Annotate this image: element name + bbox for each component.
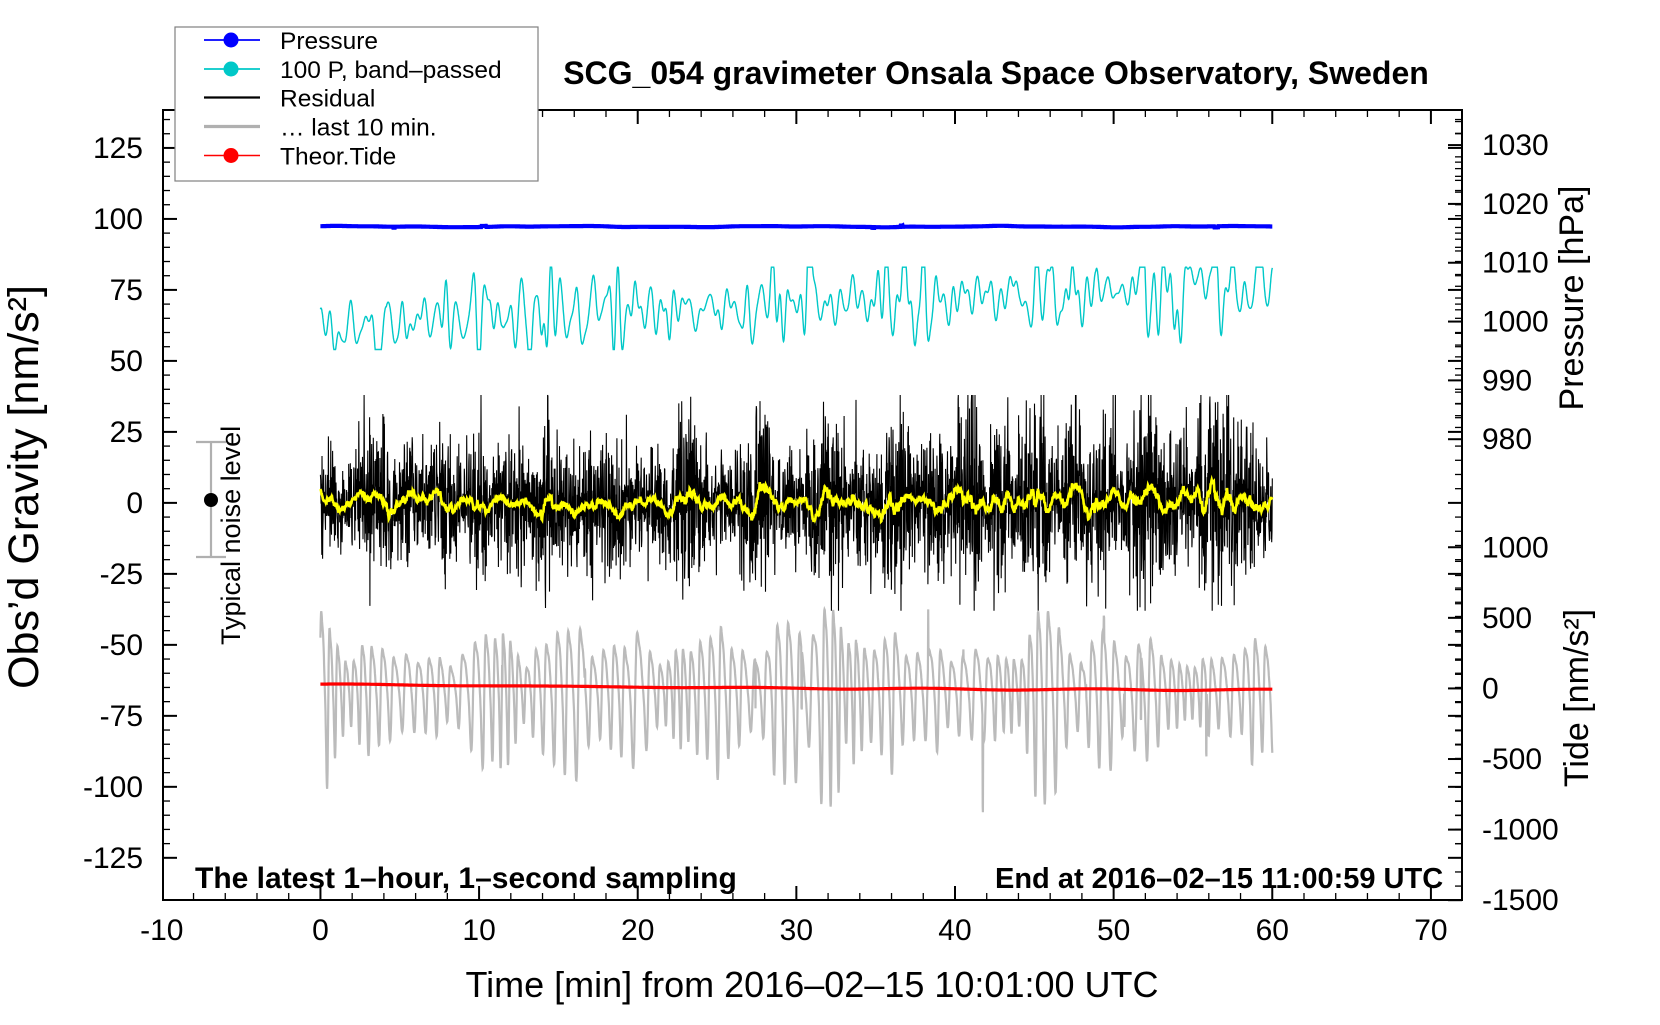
svg-text:0: 0 bbox=[126, 487, 143, 520]
svg-text:Pressure [hPa]: Pressure [hPa] bbox=[1553, 186, 1591, 411]
svg-text:… last 10 min.: … last 10 min. bbox=[280, 115, 437, 142]
svg-text:-1500: -1500 bbox=[1482, 884, 1559, 917]
svg-text:1000: 1000 bbox=[1482, 306, 1549, 339]
svg-text:75: 75 bbox=[110, 274, 143, 307]
svg-text:40: 40 bbox=[938, 914, 971, 947]
svg-text:25: 25 bbox=[110, 416, 143, 449]
svg-text:Typical noise level: Typical noise level bbox=[216, 426, 246, 645]
svg-text:Tide [nm/s²]: Tide [nm/s²] bbox=[1558, 609, 1596, 787]
svg-text:0: 0 bbox=[1482, 672, 1499, 705]
svg-text:100 P, band–passed: 100 P, band–passed bbox=[280, 57, 502, 84]
svg-text:30: 30 bbox=[780, 914, 813, 947]
svg-text:70: 70 bbox=[1414, 914, 1447, 947]
svg-text:Time [min] from 2016–02–15 10:: Time [min] from 2016–02–15 10:01:00 UTC bbox=[465, 964, 1158, 1005]
svg-text:-125: -125 bbox=[83, 842, 143, 875]
svg-text:10: 10 bbox=[462, 914, 495, 947]
svg-text:20: 20 bbox=[621, 914, 654, 947]
svg-text:-25: -25 bbox=[100, 558, 143, 591]
svg-text:980: 980 bbox=[1482, 423, 1532, 456]
svg-text:SCG_054 gravimeter Onsala Spac: SCG_054 gravimeter Onsala Space Observat… bbox=[563, 55, 1429, 91]
svg-text:50: 50 bbox=[1097, 914, 1130, 947]
svg-text:Residual: Residual bbox=[280, 86, 375, 113]
svg-text:-1000: -1000 bbox=[1482, 814, 1559, 847]
svg-text:50: 50 bbox=[110, 345, 143, 378]
svg-text:0: 0 bbox=[312, 914, 329, 947]
svg-text:125: 125 bbox=[93, 132, 143, 165]
svg-text:-10: -10 bbox=[140, 914, 183, 947]
svg-text:-75: -75 bbox=[100, 700, 143, 733]
svg-text:60: 60 bbox=[1256, 914, 1289, 947]
svg-text:-100: -100 bbox=[83, 771, 143, 804]
svg-text:500: 500 bbox=[1482, 602, 1532, 635]
svg-text:1000: 1000 bbox=[1482, 531, 1549, 564]
svg-text:1010: 1010 bbox=[1482, 247, 1549, 280]
svg-text:Obs’d Gravity [nm/s²]: Obs’d Gravity [nm/s²] bbox=[0, 285, 48, 689]
svg-text:End at 2016–02–15 11:00:59 UTC: End at 2016–02–15 11:00:59 UTC bbox=[995, 863, 1443, 895]
svg-text:-50: -50 bbox=[100, 629, 143, 662]
svg-text:1020: 1020 bbox=[1482, 188, 1549, 221]
svg-text:Theor.Tide: Theor.Tide bbox=[280, 144, 396, 171]
svg-text:Pressure: Pressure bbox=[280, 28, 378, 55]
svg-text:1030: 1030 bbox=[1482, 129, 1549, 162]
svg-text:The latest 1–hour, 1–second sa: The latest 1–hour, 1–second sampling bbox=[195, 862, 737, 895]
svg-text:990: 990 bbox=[1482, 364, 1532, 397]
svg-text:100: 100 bbox=[93, 203, 143, 236]
svg-text:-500: -500 bbox=[1482, 743, 1542, 776]
